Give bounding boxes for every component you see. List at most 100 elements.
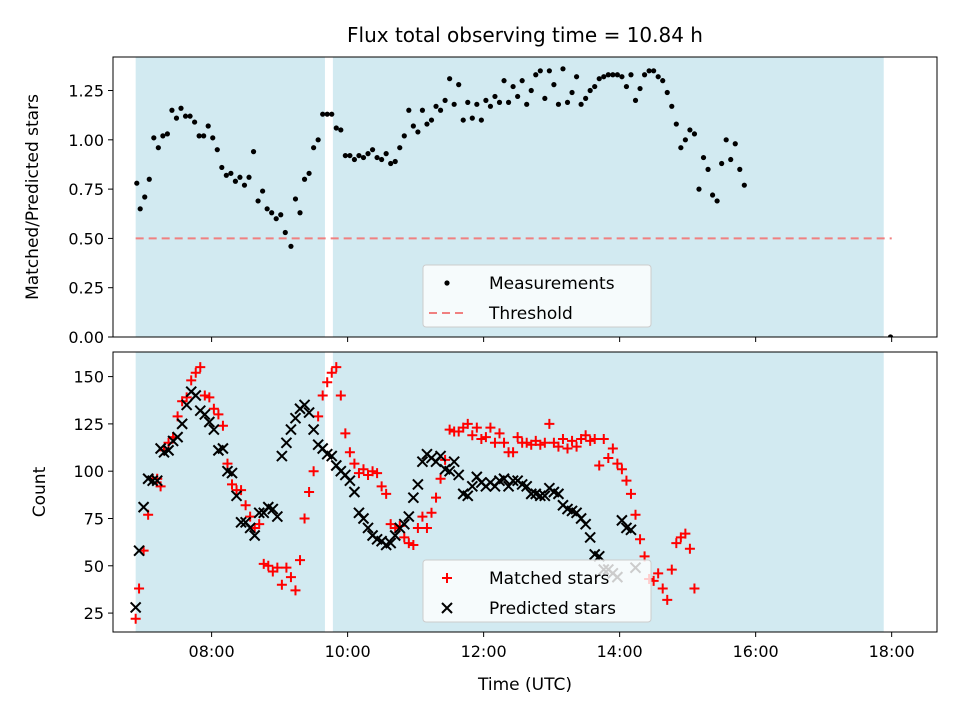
matched-star-point bbox=[281, 562, 292, 573]
predicted-star-point bbox=[271, 510, 284, 523]
legend-box bbox=[422, 559, 652, 623]
matched-star-point bbox=[553, 441, 564, 452]
legend-measurement-marker bbox=[444, 280, 450, 286]
y-tick-label: 0.00 bbox=[68, 328, 104, 347]
measurement-point bbox=[660, 78, 666, 84]
measurement-point bbox=[632, 97, 639, 103]
matched-star-point bbox=[680, 528, 691, 539]
y-tick-label: 0.50 bbox=[68, 229, 104, 248]
measurement-point bbox=[687, 127, 693, 133]
predicted-star-point bbox=[267, 503, 279, 515]
measurement-point bbox=[700, 154, 707, 161]
measurement-point bbox=[182, 113, 189, 119]
y-tick-label: 1.00 bbox=[68, 131, 104, 150]
measurement-point bbox=[451, 101, 457, 107]
matched-star-point bbox=[435, 473, 446, 484]
matched-star-point bbox=[403, 538, 414, 549]
measurement-point bbox=[264, 206, 270, 212]
measurement-point bbox=[524, 101, 530, 107]
y-tick-label: 50 bbox=[84, 557, 104, 576]
measurement-point bbox=[542, 95, 548, 102]
plot-area bbox=[129, 352, 884, 632]
bottom-y-axis-label: Count bbox=[30, 466, 50, 517]
predicted-star-point bbox=[498, 473, 510, 485]
matched-star-point bbox=[195, 362, 206, 373]
measurement-point bbox=[410, 123, 416, 129]
predicted-star-point bbox=[443, 465, 456, 477]
matched-star-point bbox=[186, 375, 197, 386]
matched-star-point bbox=[653, 568, 664, 579]
measurement-point bbox=[664, 89, 670, 96]
legend: Matched stars Predicted stars bbox=[422, 559, 652, 623]
measurement-point bbox=[719, 160, 725, 167]
matched-star-point bbox=[557, 434, 568, 445]
predicted-star-point bbox=[520, 480, 533, 493]
matched-star-point bbox=[571, 441, 582, 452]
x-tick-label: 12:00 bbox=[461, 642, 507, 661]
matched-star-point bbox=[308, 466, 319, 477]
x-tick-label: 10:00 bbox=[325, 642, 371, 661]
matched-star-point bbox=[567, 435, 578, 446]
matched-star-point bbox=[331, 362, 342, 373]
matched-star-point bbox=[399, 532, 410, 543]
measurement-point bbox=[487, 103, 494, 109]
measurement-point bbox=[691, 131, 698, 137]
matched-star-point bbox=[304, 487, 315, 497]
matched-star-point bbox=[299, 513, 310, 524]
x-tick-label: 16:00 bbox=[733, 642, 779, 661]
measurement-point bbox=[255, 198, 261, 204]
measurement-point bbox=[669, 103, 675, 109]
measurement-point bbox=[424, 121, 430, 127]
matched-star-point bbox=[539, 437, 550, 448]
matched-star-point bbox=[657, 583, 668, 594]
matched-star-point bbox=[254, 519, 265, 530]
measurement-point bbox=[709, 192, 716, 198]
measurement-point bbox=[369, 147, 376, 153]
measurement-point bbox=[329, 111, 335, 117]
observing-span-band bbox=[135, 352, 325, 632]
predicted-star-point bbox=[412, 478, 424, 491]
measurement-point bbox=[619, 74, 625, 80]
measurement-point bbox=[142, 194, 148, 200]
measurement-point bbox=[573, 74, 580, 80]
predicted-star-point bbox=[146, 474, 159, 487]
matched-star-point bbox=[322, 377, 333, 388]
measurement-point bbox=[392, 158, 398, 165]
measurement-point bbox=[456, 82, 462, 88]
measurement-point bbox=[728, 156, 734, 163]
x-axis-label: Time (UTC) bbox=[477, 675, 572, 695]
measurement-point bbox=[465, 99, 471, 105]
measurement-point bbox=[492, 93, 498, 100]
matched-star-point bbox=[499, 437, 510, 448]
measurement-point bbox=[356, 152, 362, 159]
legend-entry-label: Threshold bbox=[488, 304, 573, 324]
matched-star-point bbox=[227, 479, 238, 490]
measurement-point bbox=[560, 66, 566, 72]
predicted-star-point bbox=[226, 467, 238, 479]
predicted-star-point bbox=[137, 501, 150, 513]
matched-star-point bbox=[616, 464, 627, 475]
matched-star-point bbox=[431, 492, 442, 503]
legend-predicted-marker bbox=[441, 602, 453, 614]
plot-frame bbox=[112, 351, 938, 633]
measurement-point bbox=[460, 117, 466, 123]
matched-star-point bbox=[471, 422, 482, 433]
measurement-point bbox=[288, 243, 294, 249]
measurement-point bbox=[273, 216, 279, 222]
measurement-point bbox=[537, 68, 543, 74]
matched-star-point bbox=[358, 464, 369, 475]
measurement-point bbox=[282, 229, 288, 236]
y-tick-label: 125 bbox=[73, 415, 104, 434]
matched-star-point bbox=[204, 392, 215, 403]
predicted-star-point bbox=[280, 437, 293, 449]
measurement-point bbox=[388, 160, 394, 167]
predicted-star-point bbox=[403, 510, 415, 523]
predicted-star-point bbox=[171, 431, 184, 443]
y-tick-label: 1.25 bbox=[68, 82, 104, 101]
matched-star-point bbox=[181, 392, 192, 403]
predicted-star-point bbox=[199, 408, 211, 421]
measurement-point bbox=[237, 174, 243, 180]
predicted-star-point bbox=[162, 444, 175, 457]
measurement-point bbox=[678, 145, 684, 151]
measurement-point bbox=[578, 101, 584, 107]
